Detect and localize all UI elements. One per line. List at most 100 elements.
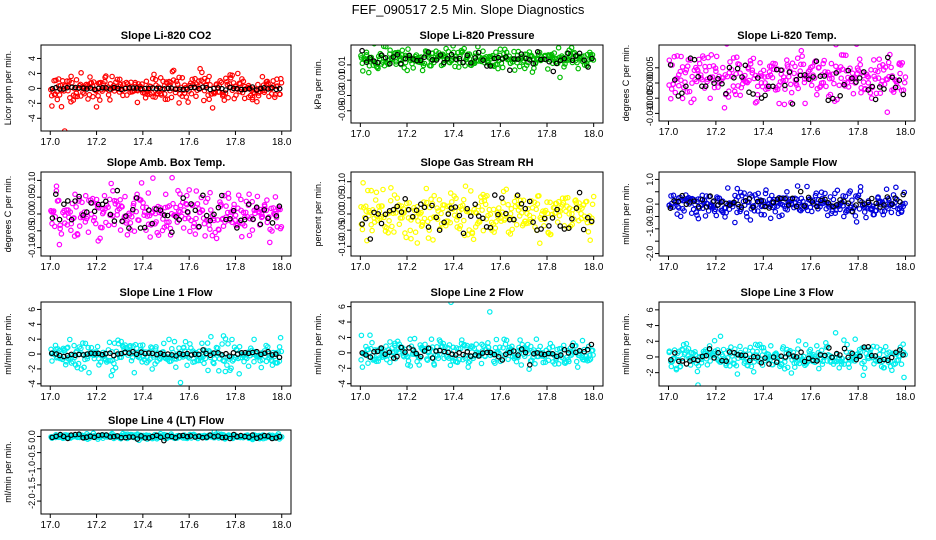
data-point [710,198,717,204]
data-point [86,369,92,376]
data-point [715,84,721,90]
data-point [815,365,822,372]
data-point [390,206,397,213]
data-point [517,197,524,204]
data-point [863,214,869,221]
data-point [169,229,175,236]
y-tick-label: 2 [27,337,37,342]
data-point [68,216,75,223]
data-point [80,434,86,441]
data-point [177,379,184,386]
data-point [782,86,788,93]
data-point [800,353,807,360]
data-point [446,342,453,348]
data-point [505,356,511,363]
data-point [821,73,828,79]
chart-title: Slope Line 4 (LT) Flow [108,415,224,427]
data-point [52,191,59,198]
data-point [62,361,69,368]
data-point [495,65,501,72]
data-point [692,348,698,355]
data-point [236,370,243,377]
data-point [358,332,365,339]
y-tick-label: -0.5 [645,209,655,225]
data-point [402,349,408,355]
data-point [822,190,828,197]
data-point [675,82,682,89]
data-point [268,357,275,364]
data-point [241,223,248,229]
data-point [500,199,506,206]
data-point [893,78,900,84]
x-tick-label: 17.6 [801,262,821,273]
data-point [902,200,908,207]
data-point [72,84,79,91]
data-point [101,192,108,199]
data-point [236,343,243,350]
data-point [857,353,863,360]
data-point [276,433,283,440]
data-point [224,362,230,368]
data-point [129,354,136,361]
data-point [547,199,553,206]
data-point [737,92,744,99]
data-point [188,352,195,358]
data-point [749,67,756,74]
data-point [219,341,225,347]
data-point [761,74,768,80]
chart-title: Slope Line 1 Flow [120,287,213,299]
data-point [689,80,695,86]
y-tick-label: -1.5 [27,477,37,493]
data-point [870,203,876,210]
y-tick-label: 0.0 [27,430,37,443]
data-point [849,197,855,204]
data-point [232,212,239,219]
data-point [890,89,897,95]
data-point [126,85,133,91]
data-point [227,84,233,91]
data-point [131,369,138,376]
data-point [438,210,444,217]
data-point [518,362,525,368]
data-point [840,193,846,199]
data-point [503,337,510,344]
data-point [881,86,887,92]
data-point [221,358,228,364]
data-point [872,96,879,103]
data-point [581,57,587,64]
data-point [690,206,697,213]
data-point [679,358,686,364]
data-point [511,198,518,205]
data-point [103,73,109,79]
data-point [238,196,244,203]
data-point [150,85,156,91]
x-tick-label: 17.6 [179,520,199,531]
data-point [561,346,568,353]
data-point [229,336,235,343]
data-point [188,84,194,91]
data-point [418,209,424,216]
data-point [849,75,855,82]
data-point [804,183,810,190]
data-point [758,198,765,204]
data-point [117,81,124,88]
y-axis-label: percent per min. [313,181,323,246]
data-point [849,208,855,215]
data-point [60,433,67,440]
data-point [541,223,547,229]
data-point [448,51,455,58]
data-point [470,236,477,243]
data-point [222,336,229,342]
data-point [813,58,820,65]
data-point [425,49,432,55]
data-point [221,192,228,199]
plot-frame [350,44,604,124]
data-point [437,351,443,358]
data-point [359,47,365,54]
x-tick-label: 18.0 [896,262,916,273]
data-point [845,200,852,207]
data-point [849,70,856,77]
data-point [250,216,256,223]
data-point [251,336,257,343]
data-point [761,212,768,218]
